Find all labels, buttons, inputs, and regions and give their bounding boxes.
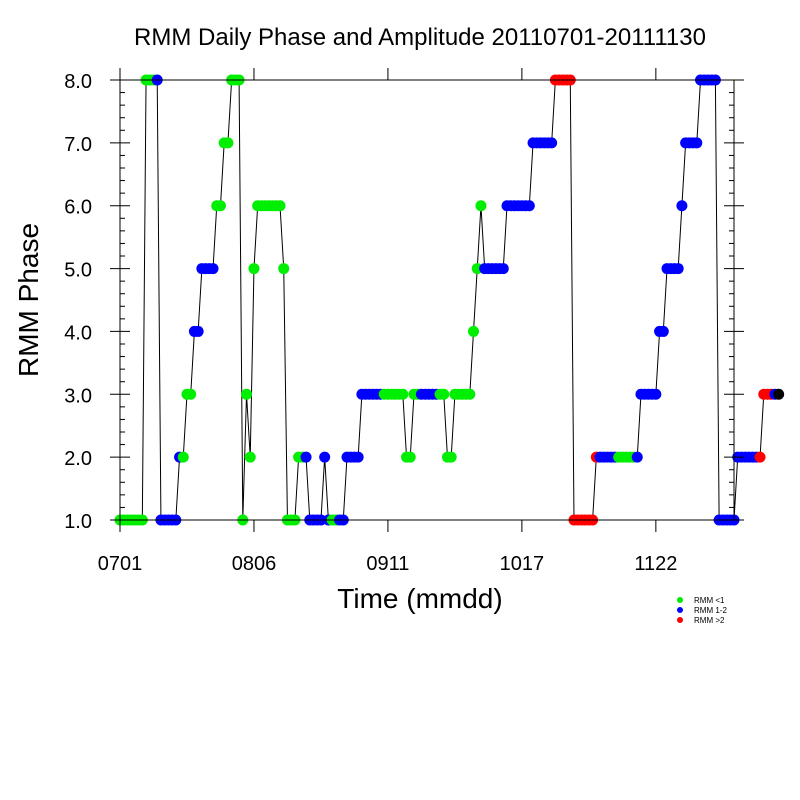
- phase-point: [650, 388, 662, 400]
- phase-point: [546, 137, 558, 149]
- y-tick-label: 2.0: [64, 448, 92, 470]
- phase-point: [523, 200, 535, 212]
- axis-ticks: [110, 68, 744, 532]
- phase-point: [244, 451, 256, 463]
- phase-point: [445, 451, 457, 463]
- x-axis-tick-labels: 0701 0806 0911 1017 1122: [98, 553, 678, 575]
- y-tick-label: 6.0: [64, 197, 92, 219]
- phase-point: [631, 451, 643, 463]
- phase-point: [274, 200, 286, 212]
- legend-marker: [677, 607, 683, 613]
- phase-point: [222, 137, 234, 149]
- chart-title: RMM Daily Phase and Amplitude 20110701-2…: [134, 24, 706, 51]
- x-tick-label: 0911: [366, 553, 409, 575]
- phase-point: [754, 451, 766, 463]
- phase-point: [464, 388, 476, 400]
- phase-point: [672, 263, 684, 275]
- y-tick-label: 7.0: [64, 134, 92, 156]
- y-tick-label: 3.0: [64, 385, 92, 407]
- phase-point: [319, 451, 331, 463]
- x-tick-label: 1017: [500, 553, 545, 575]
- x-tick-label: 0806: [232, 553, 277, 575]
- y-axis-tick-labels: 1.0 2.0 3.0 4.0 5.0 6.0 7.0 8.0: [64, 71, 92, 533]
- legend-marker: [677, 597, 683, 603]
- phase-point: [207, 263, 219, 275]
- phase-point: [497, 263, 509, 275]
- y-tick-label: 1.0: [64, 511, 92, 533]
- phase-point: [468, 325, 480, 337]
- phase-point: [397, 388, 409, 400]
- plot-frame: [119, 79, 735, 521]
- phase-markers: [114, 74, 785, 526]
- y-tick-label: 4.0: [64, 322, 92, 344]
- legend-label: RMM >2: [694, 616, 725, 625]
- y-axis-label: RMM Phase: [13, 223, 44, 377]
- x-tick-label: 0701: [98, 553, 143, 575]
- legend-label: RMM 1-2: [694, 606, 727, 615]
- y-tick-label: 8.0: [64, 71, 92, 93]
- legend-marker: [677, 617, 683, 623]
- phase-point: [676, 200, 688, 212]
- phase-point: [475, 200, 487, 212]
- phase-point: [241, 388, 253, 400]
- phase-point: [352, 451, 364, 463]
- phase-point: [773, 388, 785, 400]
- phase-point: [657, 325, 669, 337]
- x-axis-label: Time (mmdd): [337, 583, 502, 614]
- phase-point: [278, 263, 290, 275]
- phase-point: [177, 451, 189, 463]
- phase-point: [214, 200, 226, 212]
- y-tick-label: 5.0: [64, 260, 92, 282]
- phase-point: [192, 325, 204, 337]
- phase-point: [185, 388, 197, 400]
- phase-point: [300, 451, 312, 463]
- phase-point: [248, 263, 260, 275]
- phase-point: [691, 137, 703, 149]
- x-tick-label: 1122: [634, 553, 677, 575]
- legend-label: RMM <1: [694, 596, 725, 605]
- phase-point: [404, 451, 416, 463]
- phase-point: [438, 388, 450, 400]
